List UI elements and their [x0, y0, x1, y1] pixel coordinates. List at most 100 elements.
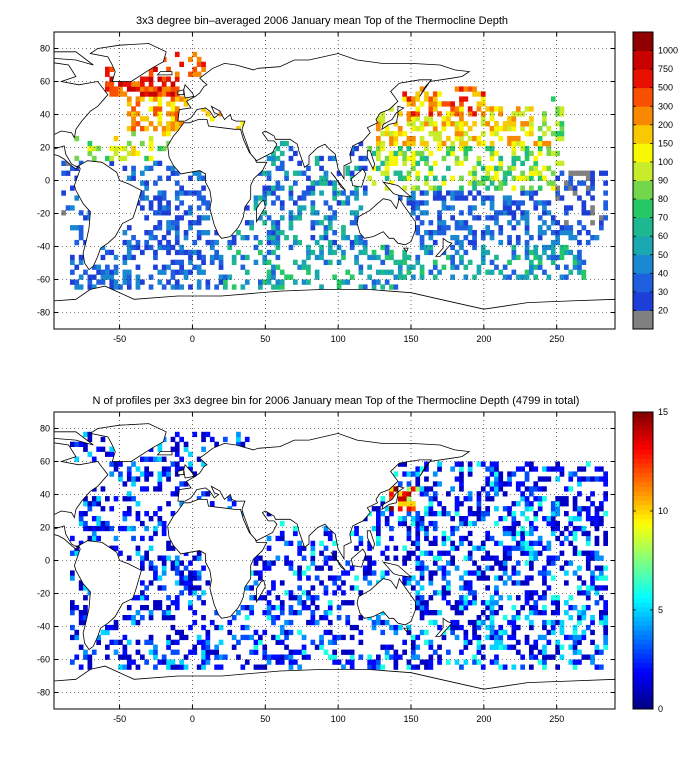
depth-map-cell: [432, 195, 438, 201]
profile-count-cell: [590, 491, 595, 497]
depth-map-cell: [424, 190, 429, 196]
depth-map-cell: [170, 244, 176, 251]
profile-count-cell: [529, 506, 534, 512]
profile-count-cell: [109, 506, 115, 512]
profile-count-cell: [258, 639, 263, 645]
profile-count-cell: [515, 580, 521, 586]
depth-map-cell: [384, 155, 390, 162]
profile-count-cell: [314, 644, 320, 650]
depth-map-cell: [559, 254, 565, 261]
depth-map-cell: [472, 175, 477, 181]
depth-map-cell: [209, 259, 215, 265]
profile-count-cell: [74, 605, 80, 611]
depth-map-cell: [122, 145, 128, 152]
depth-map-cell: [240, 235, 246, 241]
profile-count-cell: [585, 511, 591, 517]
depth-map-cell: [275, 165, 281, 171]
profile-count-cell: [393, 545, 399, 551]
depth-map-cell: [293, 279, 298, 285]
profile-count-cell: [494, 654, 499, 660]
profile-count-cell: [161, 456, 167, 462]
profile-count-cell: [389, 535, 394, 542]
depth-map-cell: [319, 244, 324, 251]
profile-count-cell: [507, 481, 512, 487]
depth-map-cell: [166, 264, 171, 270]
profile-count-cell: [533, 540, 539, 546]
profile-count-cell: [349, 624, 355, 631]
profile-count-cell: [161, 610, 167, 616]
profile-count-cell: [520, 535, 525, 542]
profile-count-cell: [515, 595, 521, 601]
profile-count-cell: [428, 644, 434, 650]
profile-count-cell: [87, 590, 93, 596]
profile-count-cell: [603, 600, 608, 606]
depth-map-cell: [537, 170, 543, 176]
depth-map-cell: [564, 230, 569, 236]
depth-map-cell: [87, 284, 93, 290]
profile-count-cell: [419, 486, 425, 492]
depth-map-cell: [78, 160, 84, 166]
depth-map-cell: [550, 259, 556, 265]
depth-map-cell: [389, 135, 394, 142]
profile-count-cell: [258, 634, 263, 641]
depth-map-cell: [135, 101, 141, 107]
depth-map-cell: [336, 170, 342, 176]
depth-map-cell: [533, 274, 539, 280]
profile-count-cell: [603, 639, 608, 645]
profile-count-cell: [599, 619, 604, 626]
depth-map-cell: [293, 215, 298, 221]
depth-map-cell: [542, 121, 547, 127]
depth-map-cell: [450, 140, 455, 147]
profile-count-cell: [542, 590, 547, 596]
profile-count-cell: [349, 585, 355, 591]
depth-map-cell: [105, 269, 110, 275]
profile-count-cell: [524, 516, 530, 522]
profile-count-cell: [323, 649, 329, 655]
depth-map-cell: [384, 185, 390, 191]
profile-count-cell: [389, 486, 394, 492]
depth-map-cell: [393, 160, 399, 166]
depth-map-cell: [389, 140, 394, 147]
depth-map-cell: [380, 116, 386, 122]
profile-count-cell: [306, 590, 311, 596]
profile-count-x-axis: -50 0 50 100 150 200 250: [113, 412, 564, 724]
depth-map-cell: [153, 126, 158, 132]
profile-count-cell: [126, 555, 132, 561]
depth-map-cell: [148, 155, 154, 162]
depth-map-cell: [524, 220, 530, 226]
depth-map-cell: [446, 254, 451, 261]
depth-map-cell: [306, 244, 311, 251]
profile-count-cell: [581, 550, 587, 556]
depth-map-cell: [585, 170, 591, 176]
colorbar-swatch: [633, 87, 653, 107]
depth-map-coastline: [256, 199, 266, 224]
depth-map-cell: [362, 185, 368, 191]
profile-count-cell: [288, 664, 294, 670]
profile-count-cell: [590, 550, 595, 556]
depth-map-cell: [437, 190, 442, 196]
depth-map-cell: [476, 135, 482, 142]
profile-count-cell: [428, 486, 434, 492]
depth-map-cell: [590, 235, 595, 241]
depth-map-cell: [450, 175, 455, 181]
depth-map-cell: [406, 195, 412, 201]
depth-map-cell: [393, 140, 399, 147]
depth-map-cell: [279, 215, 285, 221]
depth-map-cell: [131, 106, 136, 112]
depth-map-cell: [472, 91, 477, 97]
depth-map-cell: [223, 284, 228, 290]
profile-count-cell: [174, 461, 180, 467]
profile-count-cell: [585, 555, 591, 561]
depth-map-cell: [402, 96, 407, 102]
depth-map-y-tick-label: 60: [40, 77, 50, 87]
profile-count-cell: [415, 545, 421, 551]
profile-count-cell: [332, 639, 337, 645]
depth-map-cell: [568, 230, 574, 236]
profile-count-cell: [183, 654, 189, 660]
profile-count-cell: [520, 530, 525, 537]
profile-count-cell: [288, 565, 294, 571]
depth-map-cell: [358, 284, 364, 290]
profile-count-cell: [520, 525, 525, 532]
depth-map-cell: [140, 126, 145, 132]
profile-count-cell: [494, 466, 499, 472]
